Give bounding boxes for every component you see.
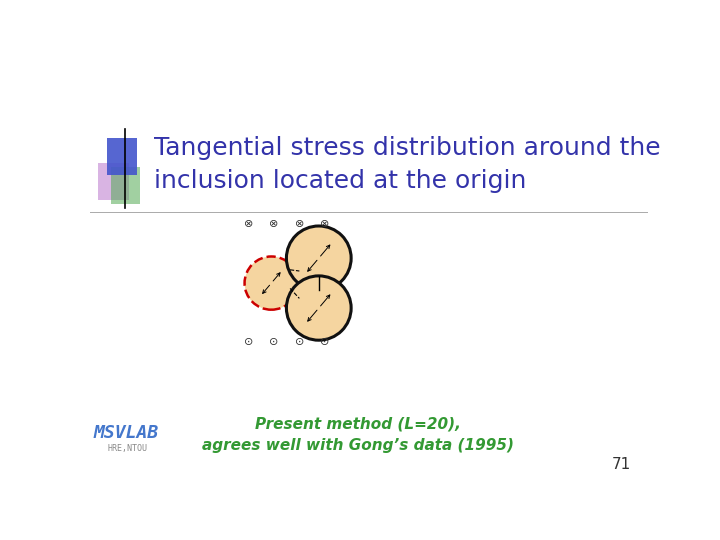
Ellipse shape — [287, 226, 351, 291]
Ellipse shape — [287, 276, 351, 340]
Text: 71: 71 — [612, 457, 631, 472]
Text: HRE,NTOU: HRE,NTOU — [108, 444, 148, 454]
Text: ⊗: ⊗ — [294, 219, 304, 228]
Ellipse shape — [245, 256, 298, 310]
Text: Present method (L=20),: Present method (L=20), — [255, 417, 461, 432]
Text: Tangential stress distribution around the: Tangential stress distribution around th… — [154, 136, 661, 160]
Text: ⊙: ⊙ — [294, 337, 304, 347]
Text: ⊙: ⊙ — [244, 337, 253, 347]
Text: ⊗: ⊗ — [269, 219, 279, 228]
Text: ⊙: ⊙ — [269, 337, 279, 347]
Bar — [107, 138, 138, 175]
Text: ⊗: ⊗ — [244, 219, 253, 228]
Text: agrees well with Gong’s data (1995): agrees well with Gong’s data (1995) — [202, 438, 514, 453]
Text: inclusion located at the origin: inclusion located at the origin — [154, 169, 526, 193]
Bar — [111, 167, 140, 204]
Bar — [99, 163, 129, 200]
Text: ⊙: ⊙ — [320, 337, 329, 347]
Text: MSVLAB: MSVLAB — [94, 424, 159, 442]
Text: ⊗: ⊗ — [320, 219, 329, 228]
